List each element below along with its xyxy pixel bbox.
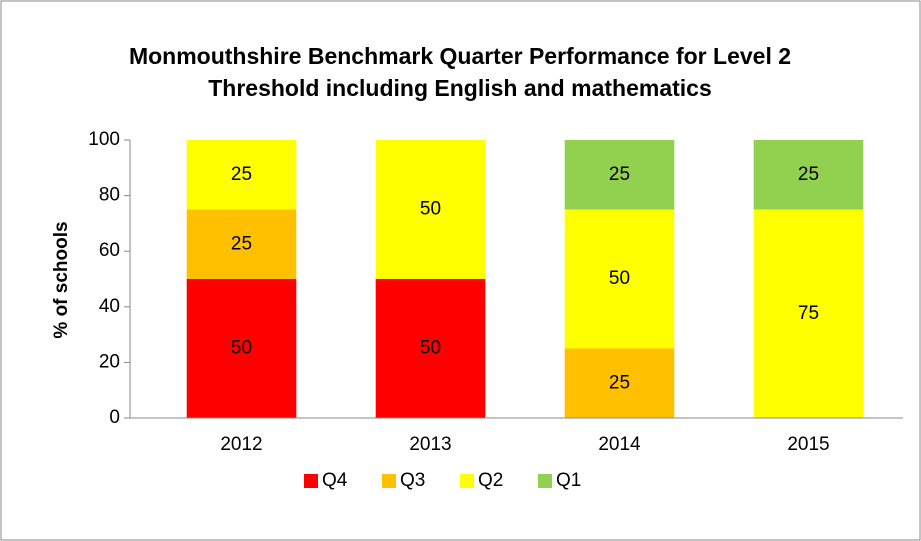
bar-segment	[753, 140, 864, 210]
y-tick-label: 60	[99, 240, 120, 261]
bar-segment	[564, 140, 675, 210]
bar-segment	[753, 209, 864, 418]
y-tick-label: 80	[99, 185, 120, 206]
data-label: 50	[609, 268, 630, 289]
data-label: 25	[609, 164, 630, 185]
bar-segment	[186, 140, 297, 210]
data-label: 25	[609, 372, 630, 393]
data-label: 75	[798, 303, 819, 324]
x-tick-label: 2012	[220, 434, 262, 455]
bar-segment	[375, 279, 486, 418]
x-tick-label: 2015	[787, 434, 829, 455]
bar-segment	[375, 140, 486, 279]
bar-segment	[186, 209, 297, 279]
bar-segment	[186, 279, 297, 418]
x-tick-label: 2013	[409, 434, 451, 455]
legend-label: Q4	[322, 470, 348, 491]
x-tick-label: 2014	[598, 434, 641, 455]
y-tick-label: 20	[99, 351, 120, 372]
chart-title: Monmouthshire Benchmark Quarter Performa…	[128, 43, 792, 101]
data-label: 25	[231, 164, 252, 185]
data-label: 50	[231, 338, 252, 359]
legend-label: Q3	[400, 470, 425, 491]
legend-label: Q1	[556, 470, 581, 491]
legend-swatch	[538, 474, 552, 488]
data-label: 50	[420, 199, 441, 220]
data-label: 50	[420, 338, 441, 359]
data-label: 25	[798, 164, 819, 185]
data-label: 25	[231, 233, 252, 254]
legend-swatch	[460, 474, 474, 488]
y-tick-label: 100	[88, 129, 120, 150]
y-axis-label: % of schools	[51, 221, 72, 338]
bar-segment	[564, 348, 675, 418]
legend-label: Q2	[478, 470, 503, 491]
bar-segment	[564, 209, 675, 349]
y-tick-label: 40	[99, 296, 120, 317]
legend-swatch	[382, 474, 396, 488]
legend-swatch	[304, 474, 318, 488]
y-tick-label: 0	[109, 407, 120, 428]
